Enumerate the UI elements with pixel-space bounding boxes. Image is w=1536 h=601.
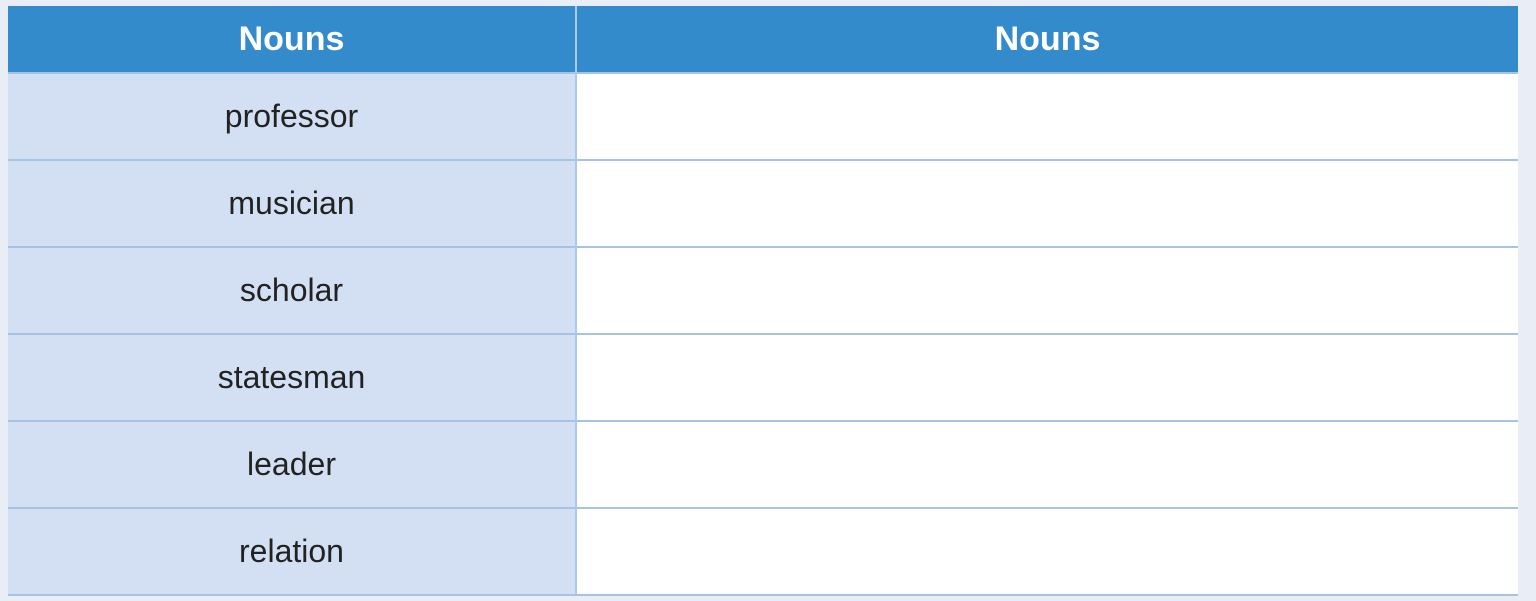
answer-cell[interactable] <box>576 246 1518 334</box>
noun-cell: leader <box>8 420 577 508</box>
answer-cell[interactable] <box>576 420 1518 508</box>
table-row: statesman <box>8 333 1518 421</box>
noun-cell: scholar <box>8 246 577 334</box>
answer-cell[interactable] <box>576 507 1518 596</box>
answer-cell[interactable] <box>576 159 1518 247</box>
table-row: leader <box>8 420 1518 508</box>
nouns-table: Nouns Nouns professor musician scholar stat… <box>8 6 1518 596</box>
table-row: musician <box>8 159 1518 247</box>
answer-cell[interactable] <box>576 72 1518 160</box>
noun-cell: relation <box>8 507 577 596</box>
column-header: Nouns <box>576 6 1518 73</box>
header-row: Nouns Nouns <box>8 6 1518 73</box>
answer-cell[interactable] <box>576 333 1518 421</box>
table-row: relation <box>8 507 1518 596</box>
column-header: Nouns <box>8 6 577 73</box>
table-row: professor <box>8 72 1518 160</box>
noun-cell: musician <box>8 159 577 247</box>
table-row: scholar <box>8 246 1518 334</box>
noun-cell: professor <box>8 72 577 160</box>
noun-cell: statesman <box>8 333 577 421</box>
